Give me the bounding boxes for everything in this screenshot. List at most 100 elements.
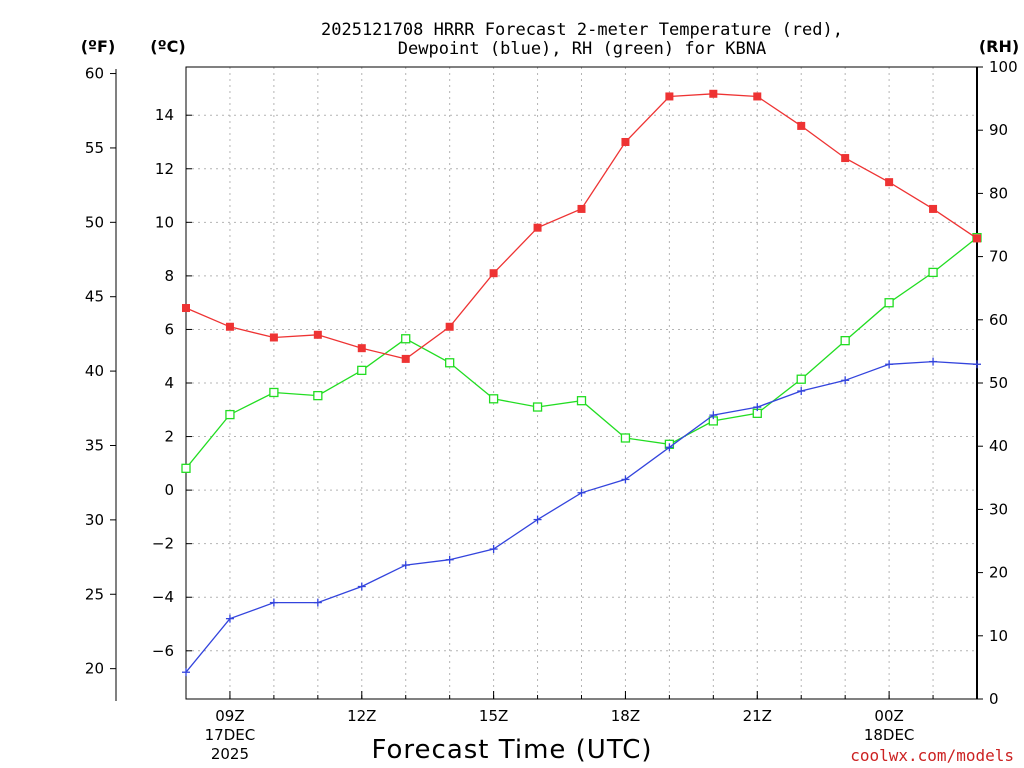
dewpoint-point (577, 488, 586, 497)
temperature-point (929, 204, 938, 213)
rh-tick-label: 70 (989, 248, 1008, 266)
dewpoint-point (313, 598, 322, 607)
credit-link[interactable]: coolwx.com/models (850, 746, 1014, 765)
temperature-point (225, 322, 234, 331)
celsius-tick-label: 0 (164, 481, 174, 499)
rh-point (225, 409, 235, 420)
rh-unit-label: (RH) (979, 37, 1019, 56)
temperature-point (269, 333, 278, 342)
dewpoint-point (709, 411, 718, 420)
dewpoint-point (973, 360, 981, 369)
data-series (181, 89, 982, 677)
rh-tick-label: 90 (989, 121, 1008, 139)
rh-tick-label: 60 (989, 311, 1008, 329)
dewpoint-point (885, 360, 894, 369)
temperature-point (313, 330, 322, 339)
dewpoint-point (841, 376, 850, 385)
rh-point (576, 396, 587, 406)
rh-point (488, 394, 499, 404)
x-tick-label: 09Z (215, 707, 244, 725)
rh-point (796, 374, 806, 384)
temperature-point (709, 89, 718, 98)
temperature-point (533, 223, 542, 232)
rh-tick-label: 50 (989, 374, 1008, 392)
temperature-point (445, 322, 454, 331)
dewpoint-point (489, 545, 498, 554)
x-tick-date-label: 17DEC (205, 726, 256, 744)
rh-point (181, 463, 191, 473)
fahrenheit-tick-label: 30 (85, 511, 104, 529)
rh-point (401, 334, 411, 344)
fahrenheit-unit-label: (ºF) (81, 37, 116, 56)
rh-point (620, 433, 631, 443)
x-tick-label: 18Z (611, 707, 640, 725)
chart-title-line-1: 2025121708 HRRR Forecast 2-meter Tempera… (321, 20, 843, 40)
rh-tick-label: 0 (989, 690, 999, 708)
chart-title-line-2: Dewpoint (blue), RH (green) for KBNA (398, 39, 766, 59)
rh-point (445, 358, 455, 368)
rh-tick-label: 10 (989, 627, 1008, 645)
fahrenheit-tick-label: 45 (85, 288, 104, 306)
temperature-point (357, 344, 366, 353)
temperature-point (621, 137, 630, 146)
dewpoint-point (182, 668, 190, 677)
rh-point (313, 390, 323, 401)
x-tick-label: 15Z (479, 707, 508, 725)
temperature-point (797, 121, 806, 130)
rh-point (928, 267, 938, 278)
rh-point (269, 387, 279, 398)
celsius-tick-label: −2 (152, 535, 174, 553)
celsius-tick-label: −4 (152, 588, 174, 606)
temperature-point (182, 304, 190, 313)
axes: −6−4−20246810121420253035404550556001020… (85, 58, 1018, 763)
dewpoint-point (445, 555, 454, 564)
rh-point (840, 336, 850, 346)
temperature-series (182, 89, 981, 363)
celsius-tick-label: 6 (164, 320, 174, 338)
celsius-tick-label: 4 (164, 374, 174, 392)
dewpoint-point (797, 387, 806, 396)
celsius-tick-label: 12 (155, 160, 174, 178)
dewpoint-point (621, 475, 630, 484)
fahrenheit-tick-label: 55 (85, 139, 104, 157)
dewpoint-series (182, 357, 981, 677)
rh-tick-label: 40 (989, 437, 1008, 455)
rh-tick-label: 100 (989, 58, 1018, 76)
x-tick-label: 12Z (347, 707, 376, 725)
dewpoint-point (929, 357, 938, 366)
grid-lines (186, 67, 977, 699)
rh-point (357, 365, 367, 376)
x-tick-date-label: 18DEC (864, 726, 915, 744)
fahrenheit-tick-label: 20 (85, 660, 104, 678)
temperature-point (577, 204, 586, 213)
celsius-tick-label: −6 (152, 642, 174, 660)
celsius-tick-label: 8 (164, 267, 174, 285)
celsius-tick-label: 10 (155, 213, 174, 231)
dewpoint-point (665, 443, 674, 452)
x-tick-year-label: 2025 (211, 745, 249, 763)
dewpoint-point (357, 582, 366, 591)
x-tick-label: 21Z (743, 707, 772, 725)
fahrenheit-tick-label: 35 (85, 436, 104, 454)
dewpoint-point (401, 561, 410, 570)
celsius-unit-label: (ºC) (150, 37, 185, 56)
rh-tick-label: 30 (989, 500, 1008, 518)
rh-tick-label: 20 (989, 564, 1008, 582)
celsius-tick-label: 2 (164, 428, 174, 446)
fahrenheit-tick-label: 50 (85, 213, 104, 231)
temperature-point (885, 178, 894, 187)
rh-point (532, 402, 543, 412)
temperature-point (401, 354, 410, 363)
fahrenheit-tick-label: 25 (85, 585, 104, 603)
temperature-point (841, 154, 850, 163)
fahrenheit-tick-label: 60 (85, 65, 104, 83)
temperature-point (753, 92, 762, 101)
dewpoint-point (269, 598, 278, 607)
dewpoint-point (753, 403, 762, 412)
celsius-tick-label: 14 (155, 106, 174, 124)
x-tick-label: 00Z (874, 707, 903, 725)
temperature-point (489, 269, 498, 278)
x-axis-label: Forecast Time (UTC) (371, 735, 652, 765)
dewpoint-point (225, 614, 234, 623)
